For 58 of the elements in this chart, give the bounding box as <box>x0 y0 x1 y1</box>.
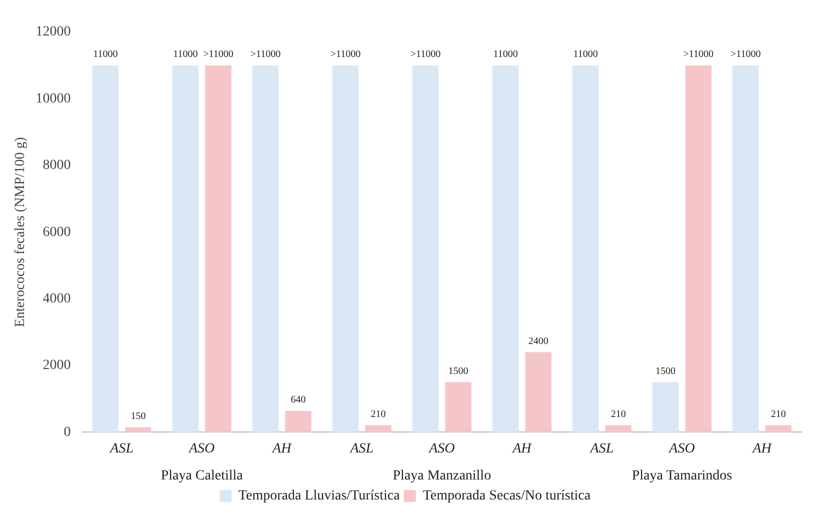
data-label: >11000 <box>250 48 281 60</box>
data-label: 11000 <box>93 48 118 60</box>
data-label: 1500 <box>656 366 676 377</box>
data-label: 640 <box>290 394 306 406</box>
data-label: >11000 <box>203 48 234 60</box>
legend-label: Temporada Lluvias/Turística <box>238 488 401 504</box>
bar <box>365 425 392 432</box>
y-tick-label: 6000 <box>42 224 71 240</box>
data-label: >11000 <box>730 48 761 60</box>
bar <box>205 65 232 432</box>
data-label: 210 <box>610 408 626 420</box>
data-label: >11000 <box>330 48 361 60</box>
bar <box>685 65 712 432</box>
bar <box>252 65 279 432</box>
x-tick-label: AH <box>752 441 772 456</box>
data-label: 210 <box>370 408 386 420</box>
data-label: 150 <box>130 410 146 422</box>
x-tick-label: ASO <box>428 441 455 456</box>
x-tick-label: ASO <box>188 441 215 456</box>
y-tick-label: 12000 <box>36 24 71 40</box>
bar <box>765 425 792 432</box>
data-label: 210 <box>770 408 786 420</box>
y-tick-label: 10000 <box>36 91 71 106</box>
data-label: 11000 <box>493 48 518 60</box>
bar <box>652 382 679 432</box>
y-tick-label: 8000 <box>42 158 71 174</box>
y-tick-label: 4000 <box>42 291 71 306</box>
text: Playa Manzanillo <box>392 468 492 484</box>
legend-label: Temporada Secas/No turística <box>422 488 592 504</box>
bar <box>445 382 472 432</box>
y-axis-title: Enterococos fecales (NMP/100 g) <box>13 136 28 328</box>
bar <box>412 65 439 432</box>
x-tick-label: AH <box>272 441 292 456</box>
text: Playa Tamarindos <box>632 468 732 484</box>
bar <box>732 65 759 432</box>
bar <box>332 65 359 432</box>
y-tick-label: 0 <box>64 424 71 440</box>
data-label: 1500 <box>448 366 468 377</box>
bar <box>492 65 519 432</box>
x-tick-label: ASL <box>589 441 614 456</box>
bar <box>572 65 599 432</box>
bar <box>605 425 632 432</box>
y-tick-label: 2000 <box>42 358 71 374</box>
x-tick-label: ASL <box>109 441 134 456</box>
bar <box>125 427 152 432</box>
x-tick-label: ASO <box>668 441 695 456</box>
x-tick-label: AH <box>512 441 532 456</box>
data-label: >11000 <box>410 48 441 60</box>
data-label: >11000 <box>683 48 714 60</box>
x-tick-label: ASL <box>349 441 374 456</box>
data-label: 2400 <box>528 336 548 347</box>
bar <box>285 410 312 432</box>
data-label: 11000 <box>573 48 598 60</box>
bar <box>172 65 199 432</box>
data-label: 11000 <box>173 48 198 60</box>
bar <box>525 352 552 432</box>
text: Playa Caletilla <box>160 468 244 484</box>
bar <box>92 65 119 432</box>
